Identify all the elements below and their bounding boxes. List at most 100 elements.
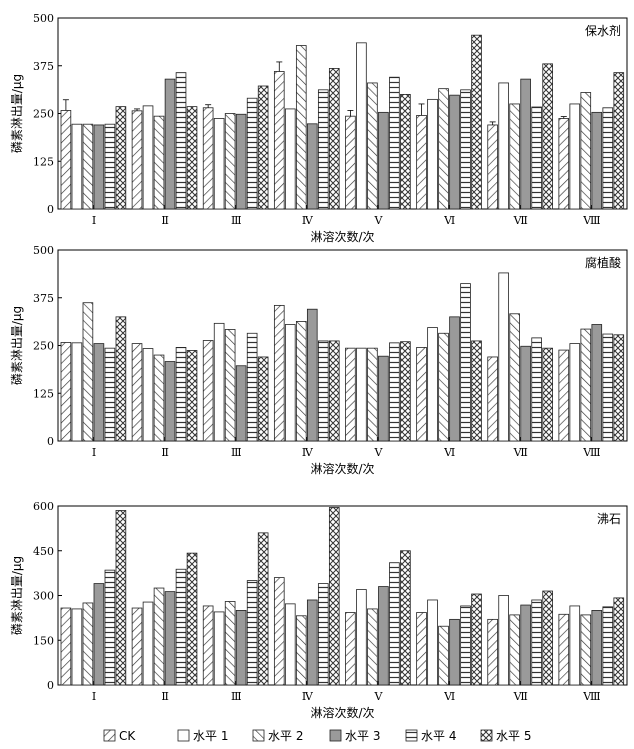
bar: [558, 118, 570, 210]
chart-legend: CK 水平 1 水平 2 水平 3 水平 4 水平 5: [103, 729, 531, 743]
bar: [389, 76, 400, 210]
bar: [345, 115, 356, 210]
bar: [569, 103, 581, 210]
bar: [186, 106, 198, 210]
bar: [580, 328, 592, 442]
bar: [131, 110, 143, 210]
legend-item: 水平 1: [177, 729, 228, 743]
bar: [186, 552, 198, 686]
y-tick-label: 375: [33, 292, 54, 305]
bar: [273, 71, 285, 210]
bar: [613, 334, 625, 442]
bar: [142, 348, 154, 442]
bar: [449, 316, 460, 442]
bar: [257, 356, 269, 442]
bar: [531, 599, 542, 686]
bar: [175, 347, 187, 442]
bar: [213, 611, 225, 686]
y-tick-label: 0: [47, 435, 54, 448]
bar: [93, 343, 105, 442]
y-tick-label: 150: [33, 634, 54, 647]
bar: [509, 103, 520, 210]
bar: [213, 118, 225, 210]
y-tick-label: 450: [33, 545, 54, 558]
x-tick-label: Ⅶ: [513, 690, 528, 703]
bar: [471, 593, 482, 686]
bar: [400, 341, 411, 442]
bar: [235, 365, 247, 442]
bar: [558, 349, 570, 442]
bar: [367, 608, 378, 686]
bar: [295, 45, 307, 210]
bar: [295, 321, 307, 442]
x-tick-label: Ⅷ: [582, 690, 600, 703]
bar: [257, 85, 269, 210]
bar: [317, 89, 329, 210]
bar: [306, 308, 318, 442]
bar: [591, 610, 603, 686]
bar: [224, 113, 236, 210]
bar: [460, 605, 471, 686]
bar: [164, 591, 176, 686]
bar: [542, 347, 553, 442]
bar: [328, 507, 340, 686]
bar: [317, 583, 329, 686]
bar: [82, 123, 94, 210]
y-tick-label: 500: [33, 12, 54, 25]
bar: [235, 113, 247, 210]
bar: [389, 562, 400, 686]
x-tick-label: Ⅵ: [443, 446, 455, 459]
y-tick-label: 125: [33, 155, 54, 168]
bar: [613, 597, 625, 686]
bar: [400, 94, 411, 210]
y-tick-label: 125: [33, 387, 54, 400]
y-tick-label: 250: [33, 340, 54, 353]
y-tick-label: 375: [33, 60, 54, 73]
bar: [284, 324, 296, 442]
bar: [449, 94, 460, 210]
x-tick-label: Ⅰ: [92, 690, 96, 703]
bar: [213, 322, 225, 442]
bar: [175, 568, 187, 686]
bar: [306, 599, 318, 686]
bar: [498, 595, 509, 686]
bar: [542, 590, 553, 686]
bar: [104, 569, 116, 686]
bar: [367, 82, 378, 210]
bar: [602, 606, 614, 686]
bar: [115, 316, 127, 442]
x-tick-label: Ⅲ: [231, 690, 242, 703]
bar: [487, 618, 498, 686]
bar: [60, 607, 72, 686]
x-axis-label: 淋溶次数/次: [310, 229, 374, 244]
legend-swatch: [405, 729, 418, 742]
y-tick-label: 500: [33, 244, 54, 257]
bar: [71, 342, 83, 442]
bar: [449, 618, 460, 686]
y-tick-label: 0: [47, 203, 54, 216]
x-tick-label: Ⅱ: [161, 446, 168, 459]
bar: [367, 347, 378, 442]
bar: [224, 329, 236, 442]
x-tick-label: Ⅵ: [443, 214, 455, 227]
bar: [142, 601, 154, 686]
legend-swatch: [103, 729, 116, 742]
x-tick-label: Ⅳ: [302, 690, 314, 703]
bar: [153, 587, 165, 686]
legend-item: 水平 4: [405, 729, 456, 743]
x-tick-label: Ⅴ: [374, 214, 384, 227]
bar: [569, 605, 581, 686]
legend-label: 水平 4: [421, 729, 456, 743]
bar: [498, 272, 509, 442]
bar: [487, 356, 498, 442]
bar: [246, 580, 258, 686]
y-tick-label: 250: [33, 108, 54, 121]
bar: [487, 124, 498, 210]
bar: [438, 332, 449, 442]
bar: [591, 324, 603, 442]
legend-swatch: [480, 729, 493, 742]
bar: [542, 63, 553, 210]
bar: [115, 510, 127, 686]
